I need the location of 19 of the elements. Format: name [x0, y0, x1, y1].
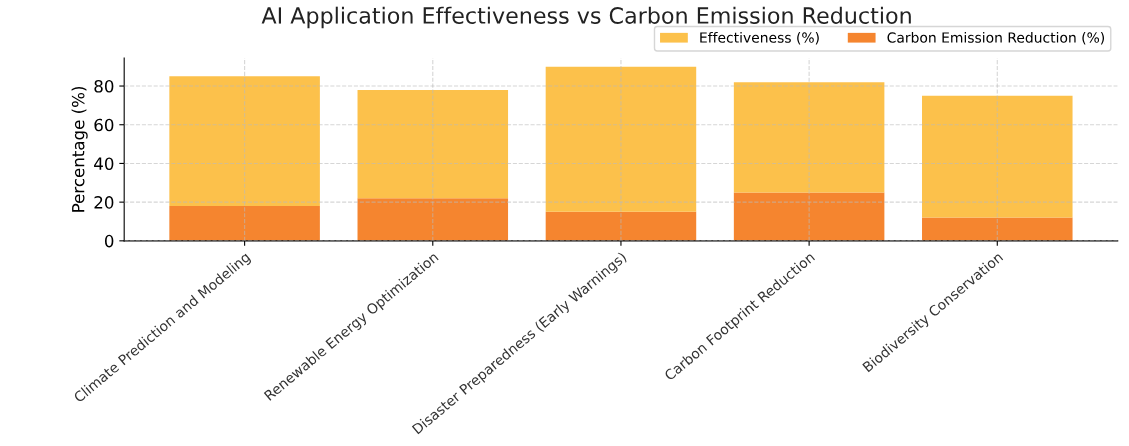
- y-tick-label: 0: [104, 234, 114, 248]
- bar: [922, 95, 1073, 218]
- bar: [169, 76, 320, 207]
- y-axis-title: Percentage (%): [71, 86, 88, 212]
- bar: [733, 192, 885, 241]
- chart-title: AI Application Effectiveness vs Carbon Emission Reduction: [261, 6, 911, 29]
- bar: [357, 89, 509, 199]
- y-tick-label: 40: [94, 157, 114, 171]
- bar: [357, 198, 509, 241]
- bar: [169, 206, 320, 241]
- legend-label: Carbon Emission Reduction (%): [887, 32, 1105, 45]
- bar: [922, 217, 1073, 241]
- legend-label: Effectiveness (%): [700, 32, 819, 45]
- y-tick-label: 60: [94, 118, 114, 132]
- y-tick-label: 20: [94, 196, 114, 209]
- bar: [545, 211, 697, 241]
- bar: [545, 66, 697, 212]
- y-tick-label: 80: [94, 80, 114, 93]
- bar: [733, 82, 885, 193]
